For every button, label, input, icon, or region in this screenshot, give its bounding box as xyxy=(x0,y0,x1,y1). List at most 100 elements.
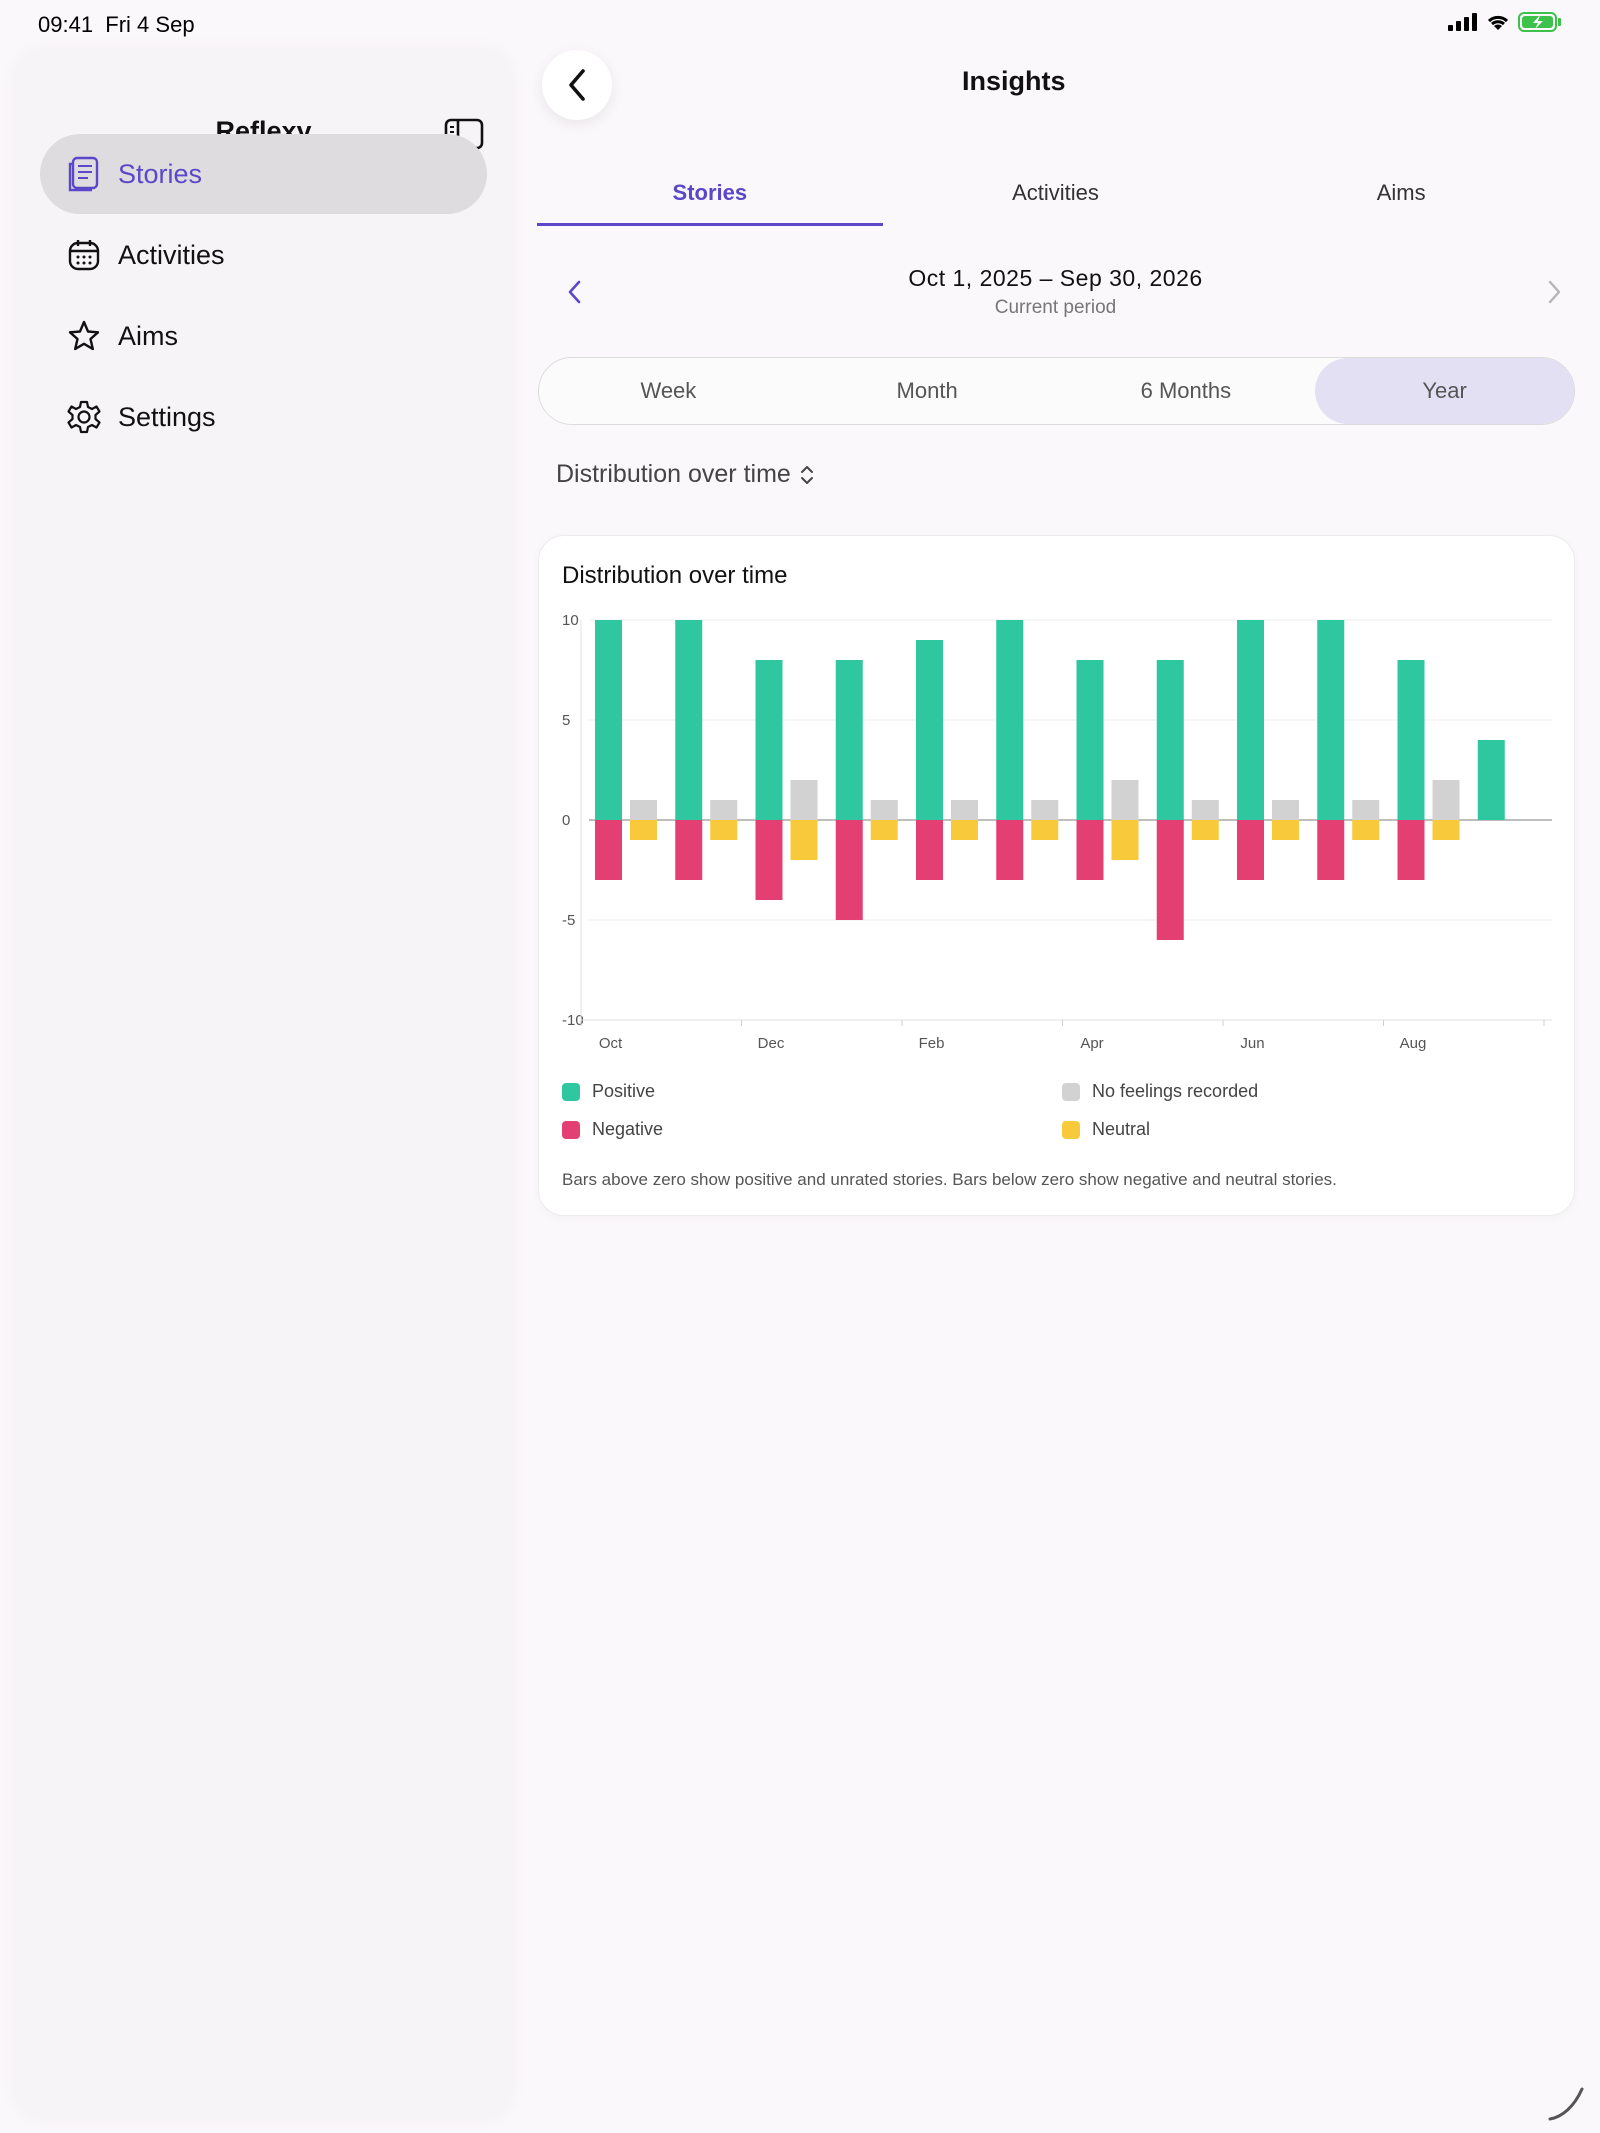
status-date-text: Fri 4 Sep xyxy=(105,12,195,37)
metric-picker[interactable]: Distribution over time xyxy=(556,460,815,489)
period-subtitle: Current period xyxy=(994,297,1117,318)
bar-negative xyxy=(996,820,1024,880)
segment-year[interactable]: Year xyxy=(1315,358,1574,424)
legend-item-neutral: Neutral xyxy=(1062,1119,1150,1140)
chart-title: Distribution over time xyxy=(562,562,788,589)
status-time-text: 09:41 xyxy=(38,12,94,37)
calendar-icon xyxy=(66,237,102,273)
back-button[interactable] xyxy=(542,50,612,120)
legend-swatch-neutral xyxy=(1062,1120,1080,1139)
wifi-icon xyxy=(1487,15,1509,30)
status-icons xyxy=(1448,12,1562,32)
chevron-up-down-icon xyxy=(800,465,813,484)
sidebar-nav: Stories Activities Aims xyxy=(40,134,487,458)
y-tick-label: 5 xyxy=(562,712,570,729)
bar-neutral xyxy=(951,820,978,840)
sidebar-item-label: Activities xyxy=(118,239,225,270)
bar-neutral xyxy=(1432,820,1460,840)
distribution-chart-card: Distribution over time 10 5 0 -5 -10 Oct Dec Fe… xyxy=(538,535,1575,1216)
bar-negative xyxy=(835,820,863,920)
sidebar: Reflexy Stories xyxy=(15,50,512,2118)
bar-positive xyxy=(1076,660,1104,820)
bar-negative xyxy=(675,820,703,880)
gear-icon xyxy=(66,399,102,435)
bar-neutral xyxy=(1191,820,1219,840)
y-tick-label: 10 xyxy=(562,612,579,629)
distribution-chart: 10 5 0 -5 -10 Oct Dec Feb Apr Jun Aug xyxy=(562,612,1552,1052)
status-bar: 09:41 Fri 4 Sep xyxy=(0,0,1600,50)
bar-negative xyxy=(1156,820,1184,940)
legend-label: Negative xyxy=(592,1119,664,1139)
sidebar-item-label: Stories xyxy=(118,158,203,189)
sidebar-item-aims[interactable]: Aims xyxy=(40,296,487,376)
bar-positive xyxy=(1397,660,1425,820)
pencil-stroke-icon xyxy=(1548,2087,1584,2121)
tab-aims[interactable]: Aims xyxy=(1376,180,1426,205)
segment-week[interactable]: Week xyxy=(640,378,697,403)
y-tick-label: 0 xyxy=(562,812,570,829)
legend-label: Positive xyxy=(592,1081,656,1101)
segment-month[interactable]: Month xyxy=(896,378,958,403)
y-tick-label: -10 xyxy=(562,1012,584,1029)
bar-no-feelings xyxy=(870,800,898,820)
sidebar-item-label: Settings xyxy=(118,401,216,432)
sidebar-item-label: Aims xyxy=(118,320,178,351)
page-title: Insights xyxy=(962,66,1066,96)
chevron-left-icon xyxy=(569,69,585,101)
chart-footnote: Bars above zero show positive and unrate… xyxy=(562,1170,1337,1189)
tab-activities[interactable]: Activities xyxy=(1012,180,1099,205)
sidebar-item-stories[interactable]: Stories xyxy=(40,134,487,214)
legend-item-positive: Positive xyxy=(562,1081,655,1102)
bar-positive xyxy=(916,640,943,820)
period-range: Oct 1, 2025 – Sep 30, 2026 xyxy=(908,265,1203,291)
bar-positive xyxy=(996,620,1024,820)
bar-no-feelings xyxy=(1352,800,1380,820)
bar-positive xyxy=(675,620,703,820)
star-icon xyxy=(66,318,102,354)
tab-stories[interactable]: Stories xyxy=(537,170,883,226)
status-time: 09:41 Fri 4 Sep xyxy=(38,12,195,38)
bar-positive xyxy=(595,620,622,820)
bar-no-feelings xyxy=(1272,800,1299,820)
x-tick-label: Jun xyxy=(1240,1035,1264,1052)
bar-no-feelings xyxy=(1031,800,1059,820)
chevron-right-icon xyxy=(1548,280,1561,304)
bar-positive xyxy=(1317,620,1345,820)
legend-swatch-negative xyxy=(562,1120,580,1139)
bar-no-feelings xyxy=(790,780,818,820)
bar-neutral xyxy=(710,820,738,840)
bar-neutral xyxy=(1111,820,1139,860)
bar-positive xyxy=(1477,740,1505,820)
x-tick-label: Aug xyxy=(1400,1035,1427,1052)
legend-label: No feelings recorded xyxy=(1092,1081,1259,1101)
bar-no-feelings xyxy=(1191,800,1219,820)
bar-negative xyxy=(1076,820,1104,880)
bar-positive xyxy=(835,660,863,820)
bar-no-feelings xyxy=(630,800,657,820)
legend-swatch-positive xyxy=(562,1082,580,1101)
cellular-signal-icon xyxy=(1448,13,1477,31)
legend-item-no-feelings: No feelings recorded xyxy=(1062,1081,1258,1102)
bar-positive xyxy=(755,660,783,820)
x-tick-label: Dec xyxy=(758,1035,785,1052)
bar-no-feelings xyxy=(1111,780,1139,820)
bar-negative xyxy=(1237,820,1264,880)
bar-negative xyxy=(595,820,622,880)
previous-period-button[interactable] xyxy=(565,277,585,307)
period-selector: Oct 1, 2025 – Sep 30, 2026 Current perio… xyxy=(537,255,1574,325)
next-period-button[interactable] xyxy=(1544,277,1564,307)
bar-negative xyxy=(1317,820,1345,880)
chevron-left-icon xyxy=(568,280,581,304)
sidebar-item-settings[interactable]: Settings xyxy=(40,377,487,457)
x-tick-label: Apr xyxy=(1080,1035,1103,1052)
range-segmented-control: Week Month 6 Months Year xyxy=(538,357,1575,425)
bar-neutral xyxy=(630,820,657,840)
y-tick-label: -5 xyxy=(562,912,575,929)
bar-no-feelings xyxy=(710,800,738,820)
bar-no-feelings xyxy=(951,800,978,820)
insight-tabs: Stories Activities Aims xyxy=(537,170,1574,226)
sidebar-item-activities[interactable]: Activities xyxy=(40,215,487,295)
segment-6-months[interactable]: 6 Months xyxy=(1140,378,1232,403)
legend-item-negative: Negative xyxy=(562,1119,663,1140)
bar-neutral xyxy=(870,820,898,840)
